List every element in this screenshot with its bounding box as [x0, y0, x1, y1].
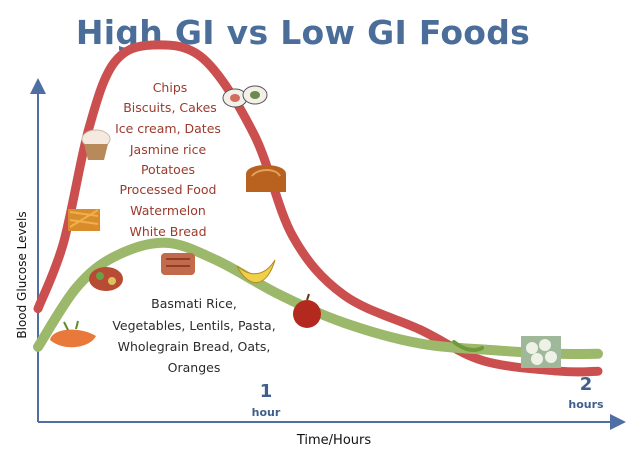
- sushi-icon: [222, 85, 268, 108]
- low-gi-food-3: Oranges: [168, 360, 221, 375]
- salad-icon: [89, 267, 123, 291]
- cupcake-icon: [81, 129, 111, 160]
- high-gi-food-3: Jasmine rice: [129, 142, 207, 157]
- banana-icon: [236, 259, 276, 284]
- low-gi-food-2: Wholegrain Bread, Oats,: [118, 339, 271, 354]
- high-gi-food-4: Potatoes: [141, 162, 195, 177]
- high-gi-food-7: White Bread: [129, 224, 206, 239]
- low-gi-food-1: Vegetables, Lentils, Pasta,: [112, 318, 275, 333]
- carrot-icon: [50, 320, 96, 348]
- y-axis-label: Blood Glucose Levels: [15, 211, 29, 338]
- x-tick-1-unit: hour: [252, 406, 281, 419]
- x-tick-2-unit: hours: [568, 398, 604, 411]
- low-gi-food-0: Basmati Rice,: [151, 296, 237, 311]
- x-tick-1-number: 1: [260, 381, 273, 402]
- low-gi-annotation: Basmati Rice, Vegetables, Lentils, Pasta…: [112, 296, 275, 375]
- apple-icon: [293, 293, 321, 328]
- green-bean-icon: [452, 340, 484, 352]
- x-axis-label: Time/Hours: [296, 433, 372, 448]
- low-gi-curve: [33, 237, 603, 360]
- x-tick-2-number: 2: [580, 374, 593, 395]
- high-gi-food-0: Chips: [153, 80, 188, 95]
- high-gi-food-2: Ice cream, Dates: [115, 121, 221, 136]
- bread-icon: [246, 165, 286, 192]
- sweet-potato-icon: [161, 253, 195, 275]
- high-gi-annotation: Chips Biscuits, Cakes Ice cream, Dates J…: [115, 80, 221, 239]
- high-gi-food-1: Biscuits, Cakes: [123, 100, 217, 115]
- high-gi-food-6: Watermelon: [130, 203, 206, 218]
- fries-icon: [68, 209, 100, 231]
- high-gi-food-5: Processed Food: [120, 182, 217, 197]
- cauliflower-icon: [521, 336, 561, 368]
